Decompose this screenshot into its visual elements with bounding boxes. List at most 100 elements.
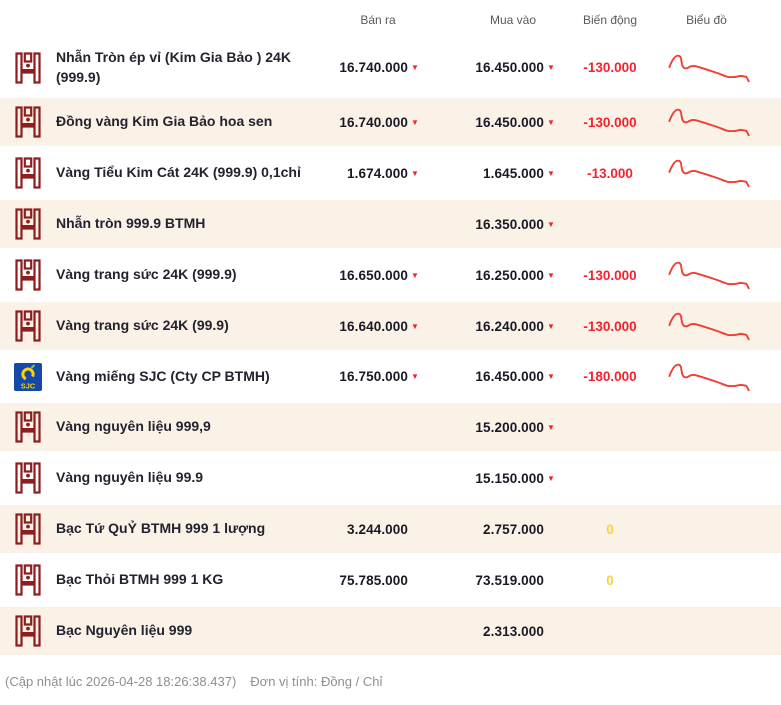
buy-price: 2.313.000 bbox=[483, 623, 544, 639]
table-row: Vàng Tiểu Kim Cát 24K (999.9) 0,1chỉ 1.6… bbox=[0, 149, 781, 201]
btmh-monogram-icon bbox=[15, 411, 41, 443]
down-arrow-icon: ▼ bbox=[547, 168, 555, 178]
btmh-monogram-icon bbox=[14, 615, 42, 647]
updated-timestamp: (Cập nhật lúc 2026-04-28 18:26:38.437) bbox=[5, 674, 237, 690]
change-value: -130.000 bbox=[583, 60, 637, 76]
buy-price: 16.450.000 bbox=[475, 114, 544, 130]
buy-price: 2.757.000 bbox=[483, 521, 544, 537]
btmh-monogram-icon bbox=[15, 208, 41, 240]
btmh-monogram-icon bbox=[15, 259, 41, 291]
change-value: -130.000 bbox=[583, 318, 637, 334]
product-name: Vàng nguyên liệu 99.9 bbox=[56, 469, 204, 486]
product-name: Bạc Tứ QuỶ BTMH 999 1 lượng bbox=[56, 520, 266, 537]
unit-label: Đơn vị tính: Đồng / Chỉ bbox=[250, 674, 383, 690]
btmh-monogram-icon bbox=[15, 615, 41, 647]
change-value: 0 bbox=[606, 572, 614, 588]
change-value: -180.000 bbox=[583, 369, 637, 385]
buy-price: 16.240.000 bbox=[475, 318, 544, 334]
header-chart: Biểu đồ bbox=[686, 13, 727, 27]
down-arrow-icon: ▼ bbox=[411, 321, 419, 331]
table-row: Nhẫn Tròn ép vỉ (Kim Gia Bảo ) 24K (999.… bbox=[0, 40, 781, 99]
buy-price: 16.350.000 bbox=[475, 216, 544, 232]
header-buy: Mua vào bbox=[489, 13, 536, 27]
sell-price: 16.750.000 bbox=[339, 369, 408, 385]
price-trend-sparkline bbox=[667, 159, 750, 188]
buy-price: 16.250.000 bbox=[475, 267, 544, 283]
btmh-monogram-icon bbox=[15, 310, 41, 342]
sparkline-chart bbox=[662, 154, 781, 192]
table-row: Vàng nguyên liệu 99.9 ▼ 15.150.000 ▼ bbox=[0, 454, 781, 506]
change-value: -130.000 bbox=[583, 267, 637, 283]
product-name: Vàng nguyên liệu 999,9 bbox=[56, 418, 211, 435]
product-name: Bạc Thỏi BTMH 999 1 KG bbox=[56, 571, 224, 588]
down-arrow-icon: ▼ bbox=[547, 473, 555, 483]
down-arrow-icon: ▼ bbox=[547, 270, 555, 280]
table-row: Bạc Nguyên liệu 999 ▼ 2.313.000 ▼ bbox=[0, 607, 781, 659]
table-row: Vàng trang sức 24K (99.9) 16.640.000 ▼ 1… bbox=[0, 302, 781, 354]
product-name: Nhẫn Tròn ép vỉ (Kim Gia Bảo ) 24K (999.… bbox=[56, 49, 291, 85]
price-trend-sparkline bbox=[667, 363, 750, 391]
btmh-monogram-icon bbox=[15, 462, 41, 494]
table-row: Đồng vàng Kim Gia Bảo hoa sen 16.740.000… bbox=[0, 98, 781, 150]
btmh-monogram-icon bbox=[14, 157, 42, 189]
down-arrow-icon: ▼ bbox=[547, 372, 555, 382]
buy-price: 15.200.000 bbox=[475, 419, 544, 435]
price-trend-sparkline bbox=[667, 54, 750, 82]
product-name: Vàng miếng SJC (Cty CP BTMH) bbox=[56, 367, 270, 384]
btmh-monogram-icon bbox=[14, 513, 42, 545]
sell-price: 16.640.000 bbox=[339, 318, 408, 334]
table-header-row: Bán ra Mua vào Biến động Biểu đồ bbox=[0, 0, 781, 40]
table-footer: (Cập nhật lúc 2026-04-28 18:26:38.437) Đ… bbox=[0, 674, 781, 689]
gold-price-table: Bán ra Mua vào Biến động Biểu đồ Nhẫn Tr… bbox=[0, 0, 781, 659]
sell-price: 16.740.000 bbox=[339, 60, 408, 76]
sell-price: 75.785.000 bbox=[339, 572, 408, 588]
price-trend-sparkline bbox=[667, 108, 750, 137]
table-row: SJC Vàng miếng SJC (Cty CP BTMH) 16.750.… bbox=[0, 353, 781, 404]
down-arrow-icon: ▼ bbox=[547, 63, 555, 73]
price-trend-sparkline bbox=[667, 261, 750, 290]
table-body: Nhẫn Tròn ép vỉ (Kim Gia Bảo ) 24K (999.… bbox=[0, 40, 781, 659]
sjc-logo-icon: SJC bbox=[14, 362, 42, 392]
sparkline-chart bbox=[662, 103, 781, 141]
product-name: Bạc Nguyên liệu 999 bbox=[56, 622, 193, 639]
sell-price: 16.650.000 bbox=[339, 267, 408, 283]
down-arrow-icon: ▼ bbox=[547, 117, 555, 127]
svg-text:SJC: SJC bbox=[21, 381, 36, 390]
btmh-monogram-icon bbox=[14, 259, 42, 291]
sparkline-chart bbox=[662, 358, 781, 396]
table-row: Vàng trang sức 24K (999.9) 16.650.000 ▼ … bbox=[0, 251, 781, 303]
btmh-monogram-icon bbox=[15, 157, 41, 189]
down-arrow-icon: ▼ bbox=[411, 270, 419, 280]
product-name: Vàng trang sức 24K (99.9) bbox=[56, 317, 229, 334]
product-name: Nhẫn tròn 999.9 BTMH bbox=[56, 215, 206, 232]
buy-price: 16.450.000 bbox=[475, 60, 544, 76]
sell-price: 1.674.000 bbox=[347, 165, 408, 181]
change-value: -130.000 bbox=[583, 114, 637, 130]
sparkline-chart bbox=[662, 307, 781, 345]
down-arrow-icon: ▼ bbox=[411, 168, 419, 178]
product-name: Vàng Tiểu Kim Cát 24K (999.9) 0,1chỉ bbox=[56, 164, 301, 181]
buy-price: 73.519.000 bbox=[475, 572, 544, 588]
table-row: Bạc Thỏi BTMH 999 1 KG 75.785.000 ▼ 73.5… bbox=[0, 556, 781, 608]
sell-price: 3.244.000 bbox=[347, 521, 408, 537]
btmh-monogram-icon bbox=[14, 208, 42, 240]
btmh-monogram-icon bbox=[14, 106, 42, 138]
sparkline-chart bbox=[662, 49, 781, 87]
down-arrow-icon: ▼ bbox=[547, 321, 555, 331]
down-arrow-icon: ▼ bbox=[547, 422, 555, 432]
buy-price: 15.150.000 bbox=[475, 470, 544, 486]
buy-price: 16.450.000 bbox=[475, 369, 544, 385]
price-trend-sparkline bbox=[667, 312, 750, 341]
down-arrow-icon: ▼ bbox=[411, 117, 419, 127]
product-name: Đồng vàng Kim Gia Bảo hoa sen bbox=[56, 113, 273, 130]
buy-price: 1.645.000 bbox=[483, 165, 544, 181]
down-arrow-icon: ▼ bbox=[411, 63, 419, 73]
header-sell: Bán ra bbox=[360, 13, 396, 27]
table-row: Nhẫn tròn 999.9 BTMH ▼ 16.350.000 ▼ bbox=[0, 200, 781, 252]
btmh-monogram-icon bbox=[14, 462, 42, 494]
table-row: Vàng nguyên liệu 999,9 ▼ 15.200.000 ▼ bbox=[0, 403, 781, 455]
change-value: 0 bbox=[606, 521, 614, 537]
header-change: Biến động bbox=[582, 13, 638, 27]
btmh-monogram-icon bbox=[15, 106, 41, 138]
table-row: Bạc Tứ QuỶ BTMH 999 1 lượng 3.244.000 ▼ … bbox=[0, 505, 781, 557]
